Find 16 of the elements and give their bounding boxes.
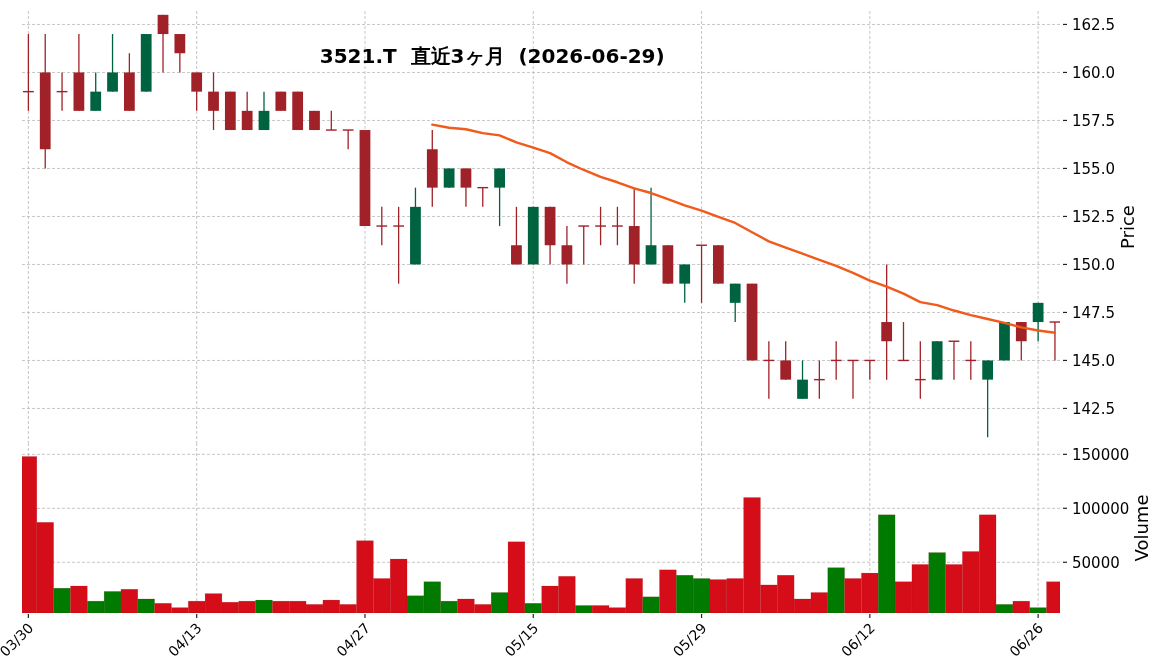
y-tick-label: 150000 [1072, 445, 1130, 464]
candlestick [191, 71, 203, 112]
y-tick-label: 50000 [1072, 553, 1120, 572]
candlestick [241, 90, 253, 131]
candlestick [174, 33, 186, 74]
candlestick [208, 71, 219, 131]
y-tick-label: 100000 [1072, 499, 1130, 518]
candlestick [258, 90, 270, 131]
candlestick [107, 33, 118, 93]
candlestick [90, 71, 102, 112]
candlestick [157, 14, 169, 74]
y-tick-label: 142.5 [1072, 399, 1115, 418]
y-axis-title: Volume [1131, 494, 1152, 562]
candlestick [982, 359, 994, 438]
y-tick-label: 162.5 [1072, 15, 1115, 34]
candlestick [797, 359, 808, 400]
